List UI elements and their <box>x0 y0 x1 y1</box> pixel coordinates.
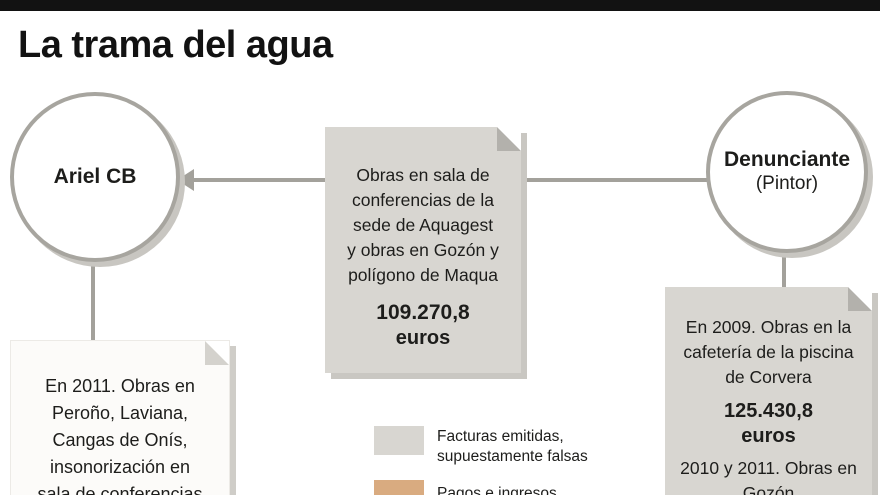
document-right-currency: euros <box>741 425 796 447</box>
node-ariel-label: Ariel CB <box>53 165 137 189</box>
legend-label-pagos: Pagos e ingresos <box>437 485 557 495</box>
connector-denunciante-to-right-doc <box>782 248 786 290</box>
document-center-currency: euros <box>395 327 451 349</box>
page-title: La trama del agua <box>18 24 333 66</box>
document-left: En 2011. Obras en Peroño, Laviana, Canga… <box>10 340 230 495</box>
document-center: Obras en sala de conferencias de la sede… <box>325 127 521 373</box>
node-denunciante-sublabel: (Pintor) <box>755 173 819 195</box>
legend-swatch-facturas <box>374 426 424 455</box>
document-right-intro: En 2009. Obras en la cafetería de la pis… <box>683 317 854 387</box>
document-right-more: 2010 y 2011. Obras en Gozón <box>680 458 857 495</box>
connector-center-to-ariel <box>192 178 325 182</box>
document-right: En 2009. Obras en la cafetería de la pis… <box>665 287 872 495</box>
node-denunciante: Denunciante (Pintor) <box>706 91 868 253</box>
node-ariel: Ariel CB <box>10 92 180 262</box>
legend-label-facturas: Facturas emitidas, supuestamente falsas <box>437 428 588 465</box>
legend-swatch-pagos <box>374 480 424 495</box>
connector-denunciante-to-center <box>521 178 707 182</box>
document-right-amount: 125.430,8 <box>724 400 813 422</box>
top-bar <box>0 0 880 11</box>
connector-ariel-to-left-doc <box>91 258 95 342</box>
document-center-amount: 109.270,8 <box>376 301 470 324</box>
node-denunciante-label: Denunciante <box>723 148 851 172</box>
document-center-text: Obras en sala de conferencias de la sede… <box>347 165 499 285</box>
document-left-text: En 2011. Obras en Peroño, Laviana, Canga… <box>37 376 203 495</box>
arrowhead-left-icon <box>177 169 194 191</box>
